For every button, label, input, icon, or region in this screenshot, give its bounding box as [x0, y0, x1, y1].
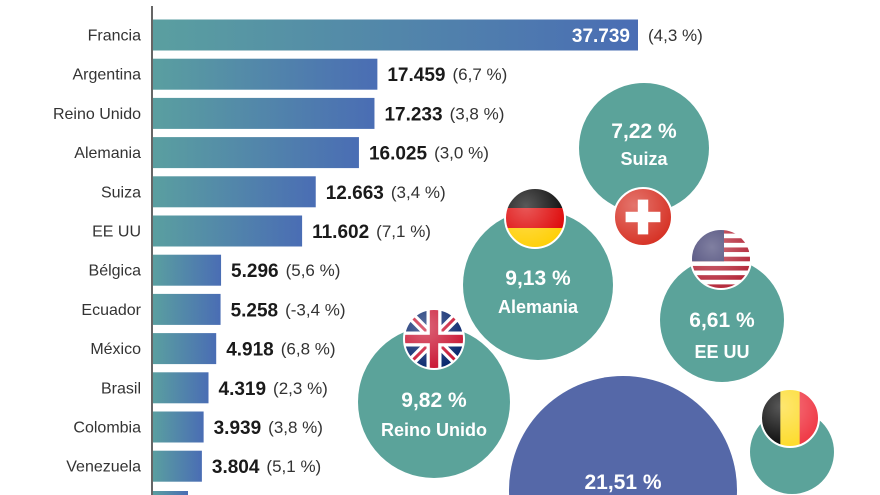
flag-border — [613, 187, 673, 247]
bubble-label: Alemania — [498, 297, 579, 317]
value-label: 11.602 — [312, 222, 369, 243]
value-label: 5.258 — [231, 300, 279, 321]
category-label: Reino Unido — [53, 106, 141, 123]
bubble-value: 6,61 % — [689, 309, 755, 332]
bar-row: Ecuador 5.258 (-3,4 %) — [81, 293, 346, 325]
bar-row: Alemania 16.025 (3,0 %) — [74, 137, 489, 169]
change-label: (3,8 %) — [268, 418, 323, 437]
category-label: Brasil — [101, 380, 141, 397]
category-label: Alemania — [74, 145, 141, 162]
value-label: 3.804 — [212, 457, 260, 478]
bar-row: EE UU 11.602 (7,1 %) — [92, 215, 431, 247]
bar-row: Reino Unido 17.233 (3,8 %) — [53, 97, 505, 129]
bubble-circle — [579, 83, 709, 213]
bar-row: Argentina 17.459 (6,7 %) — [73, 58, 507, 90]
value-label: 12.663 — [326, 183, 384, 204]
bar — [153, 215, 303, 247]
bar — [153, 293, 221, 325]
flag-shine — [691, 229, 751, 289]
bubble-value: 9,13 % — [505, 267, 571, 290]
change-label: (5,1 %) — [266, 457, 321, 476]
bar-row: Bélgica 5.296 (5,6 %) — [89, 254, 341, 286]
flag-border — [403, 308, 465, 370]
bar-row: Suiza 12.663 (3,4 %) — [101, 176, 446, 208]
bubble-circle — [660, 258, 784, 382]
category-label: Venezuela — [66, 459, 141, 476]
bar-row: Colombia 3.939 (3,8 %) — [73, 411, 323, 443]
flag-border — [690, 228, 752, 290]
bars: Francia 37.739 (4,3 %) Argentina 17.459 (6,7 … — [53, 19, 703, 495]
bubble-value: 9,82 % — [401, 389, 467, 412]
bubble-circle — [358, 326, 510, 478]
flag-border — [760, 388, 820, 448]
bubble: 9,13 % Alemania — [463, 187, 613, 360]
change-label: (6,8 %) — [281, 340, 336, 359]
change-label: (3,8 %) — [450, 104, 505, 123]
category-label: Francia — [88, 28, 141, 45]
bubble-circle — [463, 210, 613, 360]
bubble — [750, 388, 834, 494]
flag-shine — [614, 188, 672, 246]
bar — [153, 254, 222, 286]
bubble-label: EE UU — [694, 342, 749, 362]
change-label: (5,6 %) — [286, 261, 341, 280]
bar — [153, 97, 375, 129]
bubble: 6,61 % EE UU — [660, 228, 784, 382]
flag-shine — [404, 309, 464, 369]
bar — [153, 372, 209, 404]
category-label: Colombia — [73, 420, 141, 437]
value-label: 37.739 — [572, 26, 630, 47]
flag-border — [504, 187, 566, 249]
value-label: 17.233 — [384, 104, 442, 125]
bar — [153, 450, 202, 482]
bubbles: 7,22 % Suiza 9,13 % Alemania 6,61 % EE UU 9,82… — [358, 83, 834, 495]
bubble-circle — [509, 376, 738, 495]
bubble: 7,22 % Suiza — [579, 83, 709, 247]
bar — [153, 333, 217, 365]
bubble-value: 21,51 % — [584, 471, 661, 494]
bar — [153, 19, 638, 51]
value-label: 4.319 — [219, 379, 267, 400]
value-label: 16.025 — [369, 144, 428, 165]
bar-row: México 4.918 (6,8 %) — [90, 333, 336, 365]
bar-row: Venezuela 3.804 (5,1 %) — [66, 450, 321, 482]
bar-row: Francia 37.739 (4,3 %) — [88, 19, 703, 51]
category-label: México — [90, 341, 141, 358]
value-label: 4.918 — [226, 340, 274, 361]
bar — [153, 58, 378, 90]
change-label: (6,7 %) — [452, 65, 507, 84]
category-label: EE UU — [92, 224, 141, 241]
category-label: Ecuador — [81, 302, 141, 319]
value-label: 17.459 — [387, 65, 445, 86]
change-label: (3,4 %) — [391, 183, 446, 202]
flag-shine — [505, 188, 565, 248]
bubble-label: Reino Unido — [381, 420, 487, 440]
bar — [153, 176, 316, 208]
category-label: Argentina — [73, 67, 142, 84]
value-label: 3.939 — [214, 418, 262, 439]
change-label: (-3,4 %) — [285, 300, 345, 319]
bar-row: Brasil 4.319 (2,3 %) — [101, 372, 328, 404]
value-label: 5.296 — [231, 261, 279, 282]
bar — [153, 411, 204, 443]
bubble: 9,82 % Reino Unido — [358, 308, 510, 478]
change-label: (3,0 %) — [434, 144, 489, 163]
bar-partial — [153, 491, 188, 495]
change-label: (2,3 %) — [273, 379, 328, 398]
change-label: (7,1 %) — [376, 222, 431, 241]
bar — [153, 137, 359, 169]
category-label: Bélgica — [89, 263, 142, 280]
bubble-label: Suiza — [620, 149, 668, 169]
category-label: Suiza — [101, 184, 141, 201]
flag-shine — [761, 389, 819, 447]
change-label: (4,3 %) — [648, 26, 703, 45]
bubble-value: 7,22 % — [611, 120, 677, 143]
bubble: 21,51 % — [509, 376, 738, 495]
